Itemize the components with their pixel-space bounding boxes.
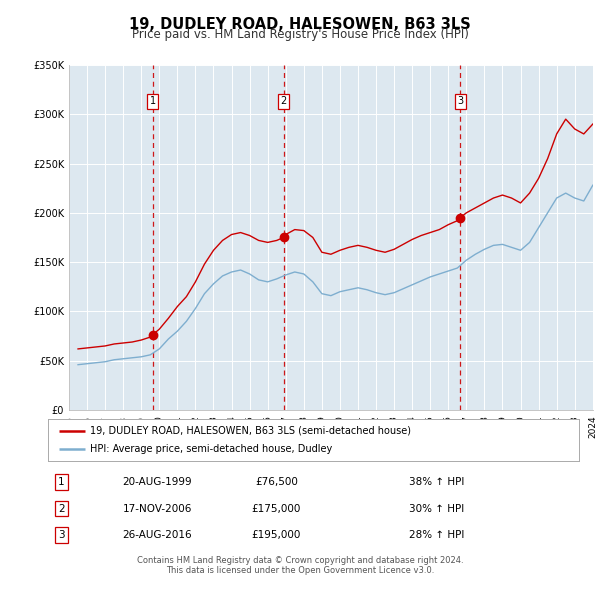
Text: 19, DUDLEY ROAD, HALESOWEN, B63 3LS: 19, DUDLEY ROAD, HALESOWEN, B63 3LS (129, 17, 471, 31)
Text: 3: 3 (58, 530, 65, 540)
Text: 1: 1 (58, 477, 65, 487)
Text: 26-AUG-2016: 26-AUG-2016 (122, 530, 192, 540)
Text: This data is licensed under the Open Government Licence v3.0.: This data is licensed under the Open Gov… (166, 566, 434, 575)
Text: £175,000: £175,000 (251, 504, 301, 513)
Text: 19, DUDLEY ROAD, HALESOWEN, B63 3LS (semi-detached house): 19, DUDLEY ROAD, HALESOWEN, B63 3LS (sem… (91, 426, 412, 436)
Text: £76,500: £76,500 (255, 477, 298, 487)
Text: £195,000: £195,000 (251, 530, 301, 540)
Text: 20-AUG-1999: 20-AUG-1999 (122, 477, 192, 487)
Text: 1: 1 (150, 96, 156, 106)
Text: HPI: Average price, semi-detached house, Dudley: HPI: Average price, semi-detached house,… (91, 444, 333, 454)
Text: Contains HM Land Registry data © Crown copyright and database right 2024.: Contains HM Land Registry data © Crown c… (137, 556, 463, 565)
Text: 17-NOV-2006: 17-NOV-2006 (122, 504, 192, 513)
Text: Price paid vs. HM Land Registry's House Price Index (HPI): Price paid vs. HM Land Registry's House … (131, 28, 469, 41)
Text: 2: 2 (280, 96, 287, 106)
Text: 28% ↑ HPI: 28% ↑ HPI (409, 530, 464, 540)
Text: 2: 2 (58, 504, 65, 513)
Text: 3: 3 (457, 96, 463, 106)
Text: 30% ↑ HPI: 30% ↑ HPI (409, 504, 464, 513)
Text: 38% ↑ HPI: 38% ↑ HPI (409, 477, 464, 487)
